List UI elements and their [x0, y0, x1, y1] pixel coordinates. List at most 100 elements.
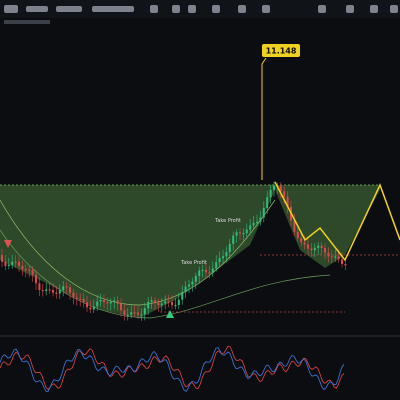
candle-body: [300, 238, 303, 243]
candle-body: [317, 245, 320, 248]
candle-body: [86, 302, 88, 308]
candle-body: [269, 189, 272, 198]
candle-body: [140, 314, 143, 316]
candle-body: [82, 299, 85, 303]
candle-body: [18, 262, 20, 266]
candle-body: [208, 272, 211, 274]
icon[interactable]: [150, 5, 158, 13]
candle-body: [69, 287, 71, 293]
candle-body: [45, 289, 48, 292]
candle-body: [123, 310, 126, 315]
candle-body: [303, 242, 306, 245]
candle-body: [65, 286, 68, 288]
oscillator-line: [0, 347, 345, 393]
ohlc-readout: [4, 20, 50, 24]
candle-body: [31, 269, 34, 275]
candle-body: [283, 191, 286, 197]
candle-body: [72, 292, 75, 298]
price-label-box: [262, 44, 300, 57]
icon[interactable]: [212, 5, 220, 13]
candle-body: [55, 292, 58, 294]
candle-body: [310, 248, 313, 251]
candle-body: [75, 297, 78, 299]
candle-body: [344, 263, 347, 266]
candle-body: [184, 286, 187, 292]
candle-body: [1, 255, 3, 262]
candle-body: [232, 235, 235, 244]
icon[interactable]: [4, 5, 18, 13]
candle-body: [273, 185, 275, 190]
candle-body: [249, 225, 252, 230]
candle-body: [266, 197, 269, 209]
candle-body: [218, 258, 221, 263]
candle-body: [126, 314, 129, 316]
annotation: Take Profit: [214, 218, 241, 224]
candle-body: [62, 286, 65, 291]
candle-body: [205, 269, 207, 273]
icon[interactable]: [318, 5, 326, 13]
candle-body: [341, 259, 343, 264]
icon[interactable]: [238, 5, 246, 13]
candle-body: [7, 264, 10, 267]
candle-body: [24, 269, 27, 271]
candle-body: [52, 289, 54, 293]
candle-body: [242, 233, 245, 235]
band-line: [0, 199, 276, 306]
icon[interactable]: [92, 6, 134, 12]
icon[interactable]: [370, 5, 378, 13]
candle-body: [201, 269, 204, 272]
candle-body: [239, 232, 241, 234]
profit-zone: [0, 185, 380, 318]
candle-body: [109, 301, 112, 304]
candle-body: [324, 248, 326, 253]
candle-body: [79, 298, 82, 301]
candle-body: [11, 261, 14, 265]
candle-body: [262, 208, 265, 218]
candle-body: [41, 289, 44, 292]
candle-body: [120, 303, 122, 311]
candle-body: [211, 268, 214, 273]
icon[interactable]: [390, 5, 398, 13]
candle-body: [307, 244, 309, 249]
candle-body: [89, 307, 92, 310]
candle-body: [215, 262, 218, 269]
icon[interactable]: [262, 5, 270, 13]
candle-body: [256, 221, 258, 223]
candle-body: [28, 269, 31, 271]
candle-body: [154, 300, 156, 303]
icon[interactable]: [172, 5, 180, 13]
icon[interactable]: [26, 6, 48, 12]
candle-body: [286, 196, 289, 208]
pointer-line: [261, 57, 267, 180]
toolbar: [0, 0, 400, 18]
candle-body: [252, 222, 255, 226]
candle-body: [245, 229, 248, 234]
candle-body: [143, 308, 146, 315]
candle-body: [279, 186, 282, 192]
candle-body: [174, 304, 177, 307]
icon[interactable]: [346, 5, 354, 13]
candle-body: [228, 243, 231, 253]
candle-body: [194, 275, 197, 282]
icon[interactable]: [56, 6, 82, 12]
candle-body: [157, 302, 160, 305]
candle-body: [147, 301, 150, 309]
candle-body: [160, 303, 163, 305]
candle-body: [133, 312, 136, 314]
candle-body: [164, 301, 167, 304]
candle-body: [4, 261, 7, 266]
candle-body: [92, 306, 95, 310]
candle-body: [198, 270, 201, 276]
annotation: Take Profit: [180, 260, 207, 266]
candle-body: [58, 290, 61, 294]
icon[interactable]: [188, 5, 196, 13]
candle-body: [259, 217, 262, 222]
candle-body: [14, 261, 17, 264]
candle-body: [48, 289, 51, 291]
candle-body: [191, 281, 194, 285]
candle-body: [38, 283, 41, 290]
candle-body: [96, 301, 99, 307]
candle-body: [150, 300, 153, 302]
